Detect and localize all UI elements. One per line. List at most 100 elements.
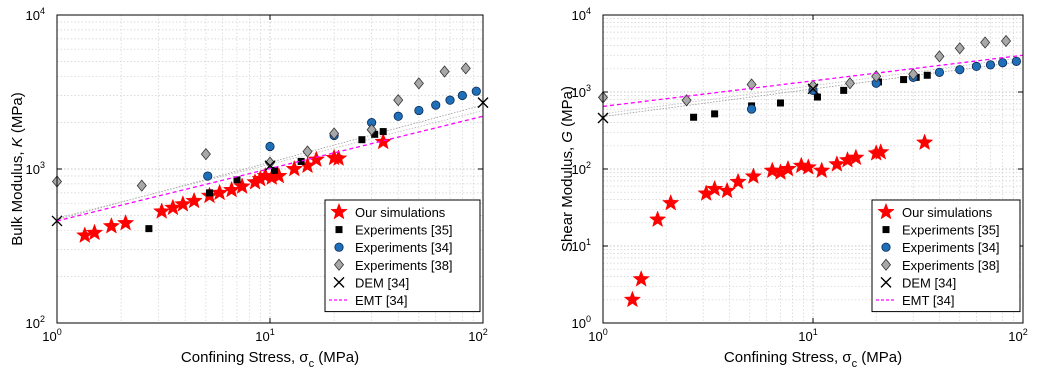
data-point-star [233, 177, 251, 194]
x-axis-label-subscript: c [309, 358, 315, 370]
x-axis-label-subscript: c [852, 358, 858, 370]
data-point-star [85, 223, 104, 241]
y-tick-mantissa: 10 [26, 162, 40, 177]
series-our-simulations [623, 133, 934, 308]
data-point-star [116, 213, 135, 231]
data-point-star [623, 290, 642, 308]
data-point-diamond [746, 78, 757, 91]
data-point-diamond [954, 42, 965, 55]
legend-entry: Experiments [34] [902, 240, 1000, 255]
data-point-square [840, 86, 848, 94]
y-tick-mantissa: 10 [572, 239, 586, 254]
legend-entry: Our simulations [902, 205, 993, 220]
data-point-star [374, 132, 392, 150]
x-tick-label: 101 [255, 327, 274, 344]
y-axis-label-symbol: G [559, 131, 576, 143]
x-tick-label: 101 [798, 327, 817, 344]
legend-swatch [877, 202, 895, 220]
data-point-square [379, 128, 387, 136]
data-point-diamond [980, 36, 991, 49]
data-point-diamond [393, 94, 404, 107]
legend-entry: DEM [34] [902, 275, 956, 290]
emt-line [602, 54, 1024, 108]
data-point-diamond [460, 62, 471, 75]
series-emt-34 [602, 54, 1024, 108]
data-point-diamond [871, 70, 882, 83]
data-point-circle [1011, 56, 1021, 66]
data-point-star [661, 193, 680, 211]
data-point-star [915, 133, 934, 151]
x-axis-label: Confining Stress, σc (MPa) [181, 349, 359, 370]
y-tick-mantissa: 10 [572, 85, 586, 100]
legend-swatch [881, 242, 891, 252]
y-axis-label-symbol: K [9, 136, 26, 147]
legend-entry: Experiments [38] [355, 258, 453, 273]
legend-swatch [880, 276, 892, 288]
data-point-diamond [329, 127, 340, 140]
legend-entry: Experiments [35] [902, 223, 1000, 238]
data-point-square [711, 110, 719, 118]
data-point-star [210, 183, 229, 201]
data-point-star [174, 195, 192, 212]
data-point-diamond [413, 77, 424, 90]
data-point-diamond [681, 94, 692, 107]
x-axis-label-text: Confining Stress, σ [181, 349, 309, 366]
y-axis-label: Bulk Modulus, K (MPa) [9, 92, 26, 245]
data-point-star [152, 202, 171, 219]
x-tick-mantissa: 10 [1008, 329, 1022, 344]
data-series [597, 34, 1024, 308]
data-point-circle [265, 141, 275, 152]
y-tick-label: 103 [26, 160, 45, 177]
data-point-star [799, 158, 818, 175]
y-tick-exponent: 1 [586, 237, 591, 247]
y-axis-label: Shear Modulus, G (MPa) [559, 86, 576, 252]
legend-entry: Experiments [38] [902, 258, 1000, 273]
y-tick-exponent: 0 [586, 314, 591, 324]
x-tick-exponent: 2 [1023, 327, 1028, 337]
y-tick-exponent: 2 [586, 160, 591, 170]
data-point-square [358, 136, 366, 144]
data-point-star [648, 210, 667, 228]
data-point-star [779, 159, 797, 177]
legend-box [871, 199, 1021, 313]
data-point-circle [203, 171, 213, 181]
data-point-diamond [1000, 34, 1012, 48]
y-tick-label: 102 [26, 314, 45, 331]
data-point-square [145, 225, 153, 233]
y-tick-exponent: 4 [586, 6, 591, 16]
y-tick-label: 101 [572, 237, 591, 254]
y-axis-label-text: Shear Modulus, [559, 143, 576, 252]
y-tick-mantissa: 10 [572, 8, 586, 23]
y-tick-label: 100 [572, 314, 591, 331]
data-point-square [690, 113, 698, 121]
y-tick-label: 103 [572, 83, 591, 100]
data-point-diamond [366, 123, 377, 136]
y-tick-exponent: 3 [40, 160, 45, 170]
y-tick-mantissa: 10 [572, 316, 586, 331]
legend-entry: EMT [34] [902, 293, 955, 308]
data-point-square [297, 157, 305, 165]
x-tick-mantissa: 10 [255, 329, 269, 344]
legend-entry: Experiments [34] [355, 240, 453, 255]
y-tick-mantissa: 10 [572, 162, 586, 177]
y-tick-exponent: 2 [40, 314, 45, 324]
data-point-circle [746, 104, 757, 114]
data-point-diamond [439, 65, 450, 78]
data-point-star [729, 172, 747, 190]
x-tick-label: 102 [1008, 327, 1027, 344]
x-tick-mantissa: 10 [42, 329, 56, 344]
data-point-diamond [136, 179, 147, 192]
data-point-square [923, 71, 931, 79]
x-tick-mantissa: 10 [588, 329, 602, 344]
y-tick-exponent: 3 [586, 83, 591, 93]
x-tick-exponent: 1 [270, 327, 275, 337]
data-point-square [206, 189, 214, 197]
legend-entry: Our simulations [355, 205, 446, 220]
series-experiments-38 [597, 34, 1012, 107]
x-tick-exponent: 0 [57, 327, 62, 337]
data-point-star [847, 148, 865, 166]
x-tick-label: 102 [468, 327, 487, 344]
data-point-star [222, 180, 241, 198]
emt-line [56, 115, 484, 222]
legend-entry: Experiments [35] [355, 223, 453, 238]
